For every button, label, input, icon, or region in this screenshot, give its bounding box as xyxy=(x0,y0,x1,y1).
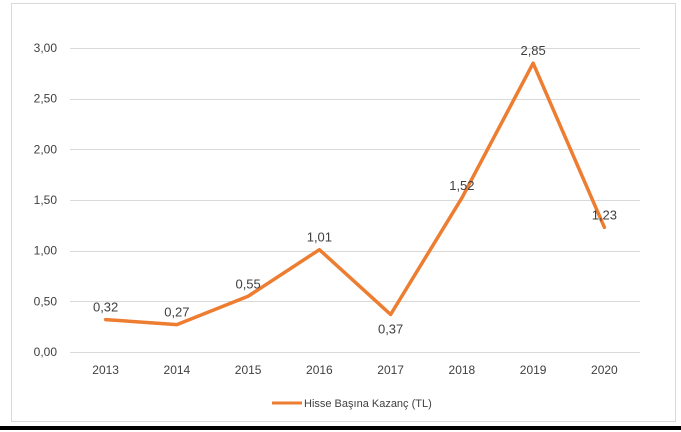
series-layer xyxy=(103,61,607,327)
x-tick-label: 2018 xyxy=(449,363,476,377)
x-tick-label: 2014 xyxy=(164,363,191,377)
series-line[interactable] xyxy=(103,61,607,327)
data-label: 0,32 xyxy=(93,300,118,315)
data-label: 0,27 xyxy=(164,305,189,320)
data-label: 1,52 xyxy=(449,178,474,193)
chart-border xyxy=(11,3,676,422)
y-tick-label: 1,50 xyxy=(34,193,58,207)
x-tick-label: 2017 xyxy=(377,363,404,377)
y-tick-label: 0,00 xyxy=(34,345,58,359)
y-axis-ticks: 0,00 0,50 1,00 1,50 2,00 2,50 3,00 xyxy=(34,41,58,359)
x-tick-label: 2015 xyxy=(235,363,262,377)
legend[interactable]: Hisse Başına Kazanç (TL) xyxy=(272,398,432,410)
data-labels: 0,32 0,27 0,55 1,01 0,37 1,52 2,85 1,23 xyxy=(93,43,617,336)
y-tick-label: 3,00 xyxy=(34,41,58,55)
data-label: 1,01 xyxy=(307,230,332,245)
data-label: 1,23 xyxy=(592,207,617,222)
data-label: 0,37 xyxy=(378,322,403,337)
x-tick-label: 2019 xyxy=(520,363,547,377)
y-tick-label: 0,50 xyxy=(34,294,58,308)
x-axis-ticks: 2013 2014 2015 2016 2017 2018 2019 2020 xyxy=(92,363,618,377)
x-tick-label: 2016 xyxy=(306,363,333,377)
x-tick-label: 2020 xyxy=(591,363,618,377)
y-tick-label: 1,00 xyxy=(34,244,58,258)
data-label: 0,55 xyxy=(235,276,260,291)
gridlines xyxy=(70,48,640,353)
legend-label: Hisse Başına Kazanç (TL) xyxy=(304,398,432,410)
y-tick-label: 2,00 xyxy=(34,142,58,156)
y-tick-label: 2,50 xyxy=(34,92,58,106)
data-label: 2,85 xyxy=(520,43,545,58)
x-tick-label: 2013 xyxy=(92,363,119,377)
